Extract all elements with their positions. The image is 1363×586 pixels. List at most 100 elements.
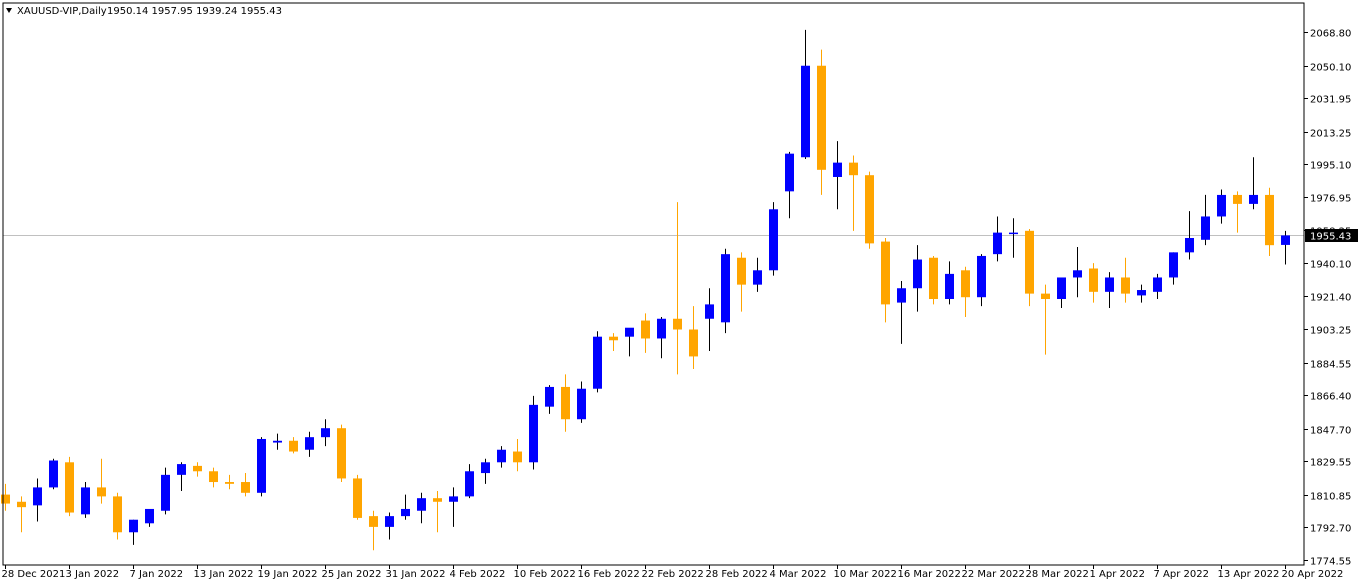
candle[interactable] [417, 492, 426, 524]
candle[interactable] [161, 467, 170, 515]
candle-body [1009, 232, 1018, 235]
candle[interactable] [241, 473, 250, 497]
candle[interactable] [401, 494, 410, 520]
candle[interactable] [625, 327, 634, 357]
candle[interactable] [721, 248, 730, 334]
candle[interactable] [321, 419, 330, 447]
candle[interactable] [737, 252, 746, 312]
candle[interactable] [177, 462, 186, 492]
candle[interactable] [1105, 272, 1114, 308]
candle[interactable] [1009, 218, 1018, 258]
candle-body [465, 471, 474, 497]
candle[interactable] [1, 483, 10, 511]
candle[interactable] [1057, 277, 1066, 308]
candle[interactable] [225, 474, 234, 490]
candle[interactable] [705, 288, 714, 352]
candle[interactable] [145, 508, 154, 527]
candle[interactable] [113, 492, 122, 540]
date-tick-label: 7 Jan 2022 [130, 569, 184, 580]
candle[interactable] [817, 49, 826, 195]
candle[interactable] [1041, 284, 1050, 355]
candle[interactable] [897, 281, 906, 344]
candle[interactable] [273, 433, 282, 450]
candle[interactable] [977, 254, 986, 307]
candle[interactable] [673, 202, 682, 375]
candle[interactable] [1185, 211, 1194, 260]
candle[interactable] [1121, 257, 1130, 303]
candle[interactable] [913, 245, 922, 312]
candle[interactable] [1073, 246, 1082, 298]
candle[interactable] [929, 255, 938, 305]
candle[interactable] [945, 261, 954, 305]
candle[interactable] [689, 306, 698, 369]
candle[interactable] [1153, 273, 1162, 300]
candle[interactable] [49, 458, 58, 490]
candle-body [177, 464, 186, 475]
ohlc-values: 1950.14 1957.95 1939.24 1955.43 [107, 6, 282, 17]
price-tick-label: 1921.40 [1310, 293, 1351, 304]
candle[interactable] [801, 29, 810, 160]
candle[interactable] [1137, 284, 1146, 303]
candle-body [289, 440, 298, 452]
candle[interactable] [577, 381, 586, 423]
candle[interactable] [1169, 252, 1178, 285]
price-tick-label: 1903.25 [1310, 326, 1351, 337]
candle[interactable] [481, 458, 490, 484]
candle[interactable] [1233, 191, 1242, 233]
candle[interactable] [609, 333, 618, 352]
chevron-down-icon[interactable] [6, 8, 12, 13]
candle[interactable] [465, 464, 474, 499]
candle[interactable] [593, 331, 602, 393]
candle[interactable] [193, 462, 202, 477]
candle[interactable] [865, 171, 874, 249]
candle[interactable] [513, 438, 522, 472]
candle[interactable] [1217, 189, 1226, 224]
candle[interactable] [1265, 187, 1274, 256]
candle[interactable] [353, 474, 362, 520]
candle[interactable] [449, 487, 458, 527]
candle[interactable] [769, 202, 778, 276]
price-tick-label: 1866.40 [1310, 392, 1351, 403]
candle[interactable] [545, 385, 554, 414]
candle-body [305, 437, 314, 450]
candle[interactable] [497, 446, 506, 468]
candle-body [1185, 237, 1194, 253]
candle[interactable] [1025, 229, 1034, 307]
candle[interactable] [433, 491, 442, 533]
candle[interactable] [657, 316, 666, 359]
price-tick-label: 1810.85 [1310, 492, 1351, 503]
candle[interactable] [1281, 230, 1290, 265]
candle[interactable] [33, 478, 42, 522]
candle[interactable] [849, 155, 858, 231]
candle[interactable] [1201, 194, 1210, 246]
candle[interactable] [961, 266, 970, 317]
candle[interactable] [785, 151, 794, 219]
date-tick-label: 28 Dec 2021 [2, 569, 66, 580]
candle[interactable] [1089, 263, 1098, 303]
candle[interactable] [529, 395, 538, 470]
candle[interactable] [369, 510, 378, 551]
candle[interactable] [993, 216, 1002, 262]
candle[interactable] [881, 237, 890, 323]
candle[interactable] [65, 456, 74, 517]
candle[interactable] [81, 482, 90, 518]
candle[interactable] [561, 374, 570, 432]
candle[interactable] [209, 467, 218, 488]
candle[interactable] [17, 496, 26, 533]
candle[interactable] [97, 458, 106, 504]
candle[interactable] [337, 424, 346, 483]
candle-body [705, 304, 714, 319]
candle[interactable] [1249, 157, 1258, 210]
candle[interactable] [129, 519, 138, 545]
candle[interactable] [289, 437, 298, 454]
time-axis[interactable]: 28 Dec 2021 3 Jan 2022 7 Jan 2022 13 Jan 20… [2, 565, 1344, 580]
candle-body [257, 438, 266, 493]
candle[interactable] [385, 512, 394, 540]
candle[interactable] [305, 431, 314, 457]
candle[interactable] [257, 437, 266, 497]
candle[interactable] [753, 257, 762, 292]
candle[interactable] [641, 313, 650, 353]
candle[interactable] [833, 141, 842, 210]
